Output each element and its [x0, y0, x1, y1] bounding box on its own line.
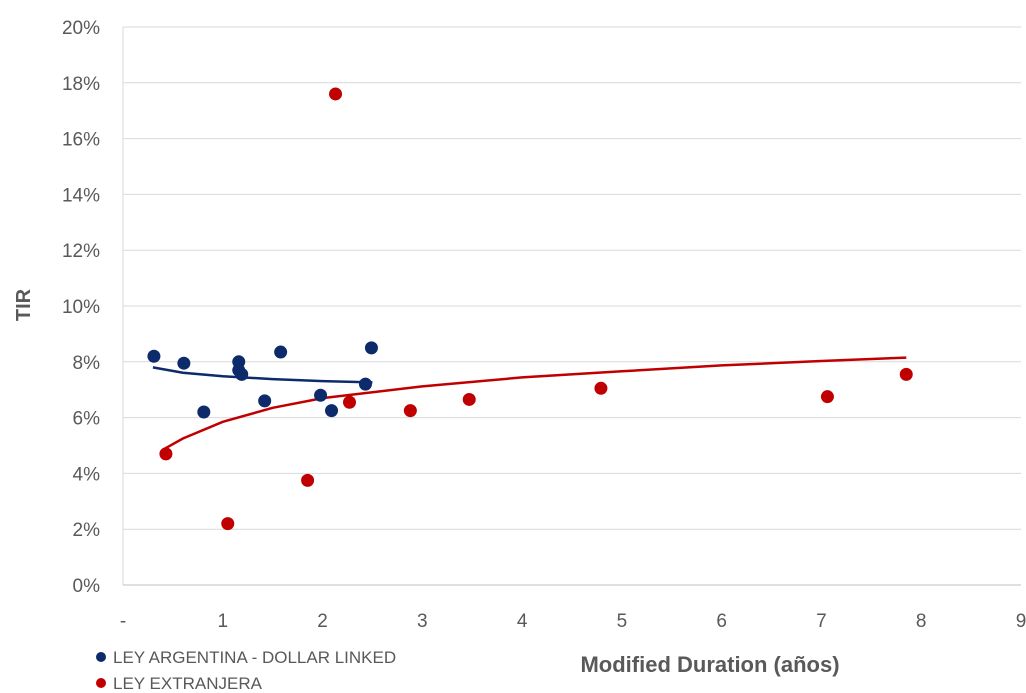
legend: LEY ARGENTINA - DOLLAR LINKED LEY EXTRAN…: [96, 648, 396, 693]
y-tick-label: 20%: [62, 18, 100, 39]
legend-marker: [96, 678, 106, 688]
legend-label: LEY ARGENTINA - DOLLAR LINKED: [113, 648, 396, 667]
data-point-series-1: [147, 349, 161, 363]
data-point-series-1: [314, 388, 328, 402]
data-points: [147, 87, 913, 531]
data-point-series-1: [197, 405, 211, 419]
data-point-series-1: [325, 404, 339, 418]
data-point-series-2: [594, 381, 608, 395]
data-point-series-2: [820, 390, 834, 404]
data-point-series-1: [177, 356, 191, 370]
y-tick-label: 12%: [62, 241, 100, 262]
x-tick-label: 9: [1016, 611, 1026, 632]
data-point-series-2: [403, 404, 417, 418]
x-tick-label: -: [120, 611, 126, 632]
data-point-series-2: [329, 87, 343, 101]
data-point-series-1: [364, 341, 378, 355]
legend-item-series-2: LEY EXTRANJERA: [96, 674, 263, 693]
x-tick-label: 2: [317, 611, 328, 632]
y-tick-label: 8%: [73, 353, 101, 374]
data-point-series-1: [258, 394, 272, 408]
x-axis-title: Modified Duration (años): [580, 652, 839, 677]
trendline-series-2: [162, 356, 907, 451]
x-tick-label: 8: [916, 611, 927, 632]
y-tick-label: 18%: [62, 74, 100, 95]
x-tick-label: 5: [617, 611, 628, 632]
y-tick-label: 10%: [62, 297, 100, 318]
data-point-series-1: [274, 345, 288, 359]
legend-label: LEY EXTRANJERA: [113, 674, 263, 693]
x-tick-label: 3: [417, 611, 428, 632]
data-point-series-1: [358, 377, 372, 391]
data-point-series-2: [221, 517, 235, 531]
data-point-series-2: [301, 473, 315, 487]
tick-labels: 0% 2% 4% 6% 8% 10% 12% 14% 16% 18% 20% - 1 2 3 4 5 6 7 8 9: [62, 18, 1026, 632]
trendline-series-1: [152, 366, 373, 384]
y-tick-label: 16%: [62, 130, 100, 151]
x-tick-label: 6: [716, 611, 727, 632]
data-point-series-2: [899, 367, 913, 381]
y-axis-title: TIR: [13, 288, 35, 321]
y-tick-label: 0%: [73, 576, 101, 597]
data-point-series-2: [462, 392, 476, 406]
y-tick-label: 2%: [73, 520, 101, 541]
y-tick-label: 6%: [73, 409, 101, 430]
legend-item-series-1: LEY ARGENTINA - DOLLAR LINKED: [96, 648, 396, 667]
gridlines: [123, 26, 1021, 530]
y-tick-label: 14%: [62, 185, 100, 206]
x-tick-label: 4: [517, 611, 528, 632]
y-tick-label: 4%: [73, 464, 101, 485]
data-point-series-2: [342, 395, 356, 409]
data-point-series-1: [235, 367, 249, 381]
axes: [122, 27, 1021, 586]
legend-marker: [96, 652, 106, 662]
data-point-series-2: [159, 447, 173, 461]
trendlines: [152, 356, 907, 451]
x-tick-label: 1: [217, 611, 228, 632]
x-tick-label: 7: [816, 611, 827, 632]
